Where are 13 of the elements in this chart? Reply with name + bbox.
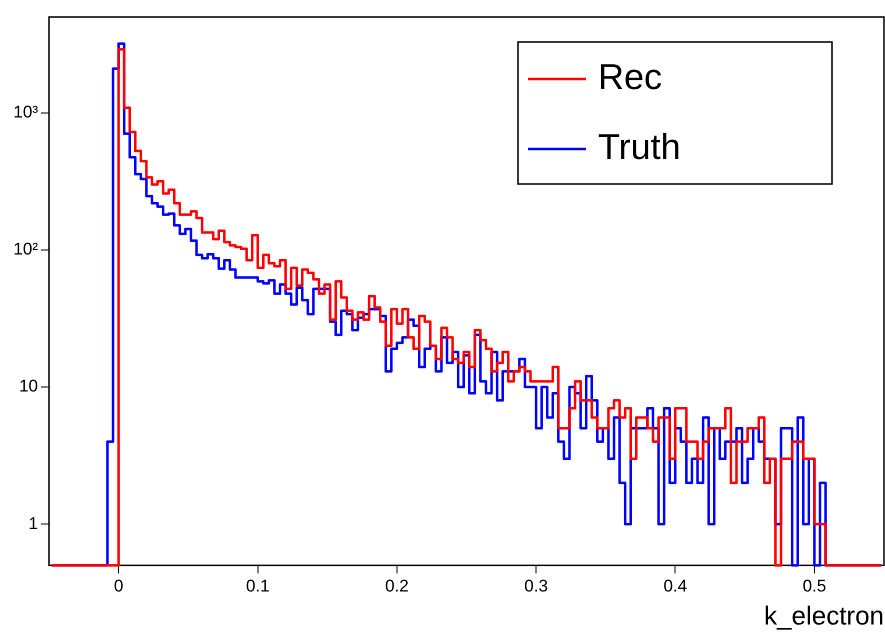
legend-label: Rec <box>598 56 662 97</box>
x-tick-label: 0.3 <box>524 576 548 596</box>
y-tick-label: 1 <box>28 514 38 533</box>
x-tick-label: 0 <box>114 576 124 596</box>
x-axis-title: k_electron <box>764 600 884 631</box>
x-tick-label: 0.1 <box>246 576 270 596</box>
x-tick-label: 0.2 <box>385 576 409 596</box>
y-tick-label: 10² <box>13 240 38 259</box>
y-tick-label: 10³ <box>13 102 38 122</box>
y-tick-label: 10 <box>19 376 38 396</box>
legend-label: Truth <box>598 126 681 167</box>
x-tick-label: 0.4 <box>663 576 688 596</box>
x-tick-label: 0.5 <box>802 576 826 596</box>
